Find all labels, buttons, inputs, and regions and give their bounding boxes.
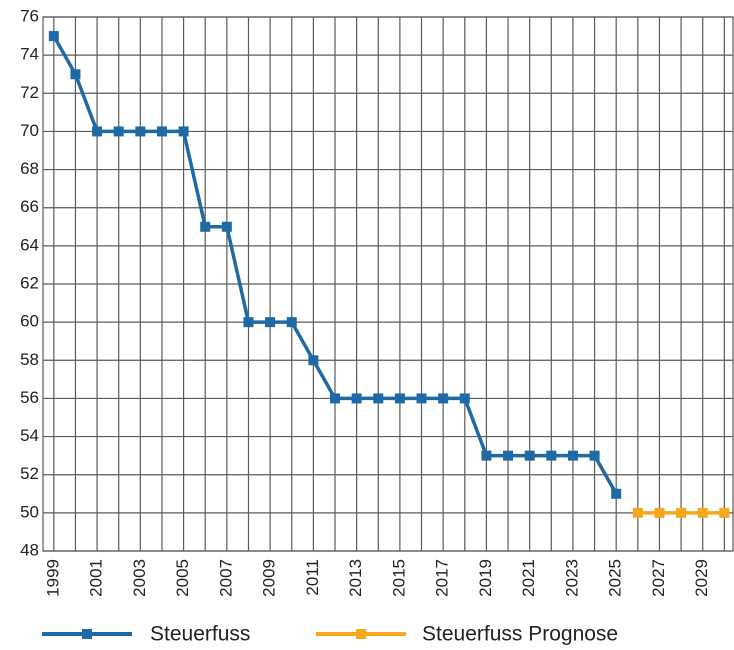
x-tick-label: 2001 [87, 559, 106, 597]
x-tick-label: 2007 [216, 559, 235, 597]
y-tick-label: 56 [20, 388, 39, 407]
point-marker [676, 507, 687, 518]
point-marker [611, 488, 622, 499]
point-marker [481, 450, 492, 461]
legend-marker [356, 629, 366, 639]
point-marker [654, 507, 665, 518]
point-marker [438, 393, 449, 404]
y-tick-label: 70 [20, 121, 39, 140]
y-tick-label: 74 [20, 45, 39, 64]
x-tick-label: 2019 [476, 559, 495, 597]
point-marker [373, 393, 384, 404]
point-marker [286, 317, 297, 328]
point-marker [351, 393, 362, 404]
point-marker [632, 507, 643, 518]
x-tick-label: 2025 [606, 559, 625, 597]
point-marker [48, 31, 59, 42]
x-tick-label: 2021 [519, 559, 538, 597]
point-marker [265, 317, 276, 328]
point-marker [589, 450, 600, 461]
point-marker [503, 450, 514, 461]
point-marker [200, 221, 211, 232]
y-tick-label: 60 [20, 312, 39, 331]
plot-frame [42, 16, 734, 552]
point-marker [546, 450, 557, 461]
y-tick-label: 54 [20, 426, 39, 445]
legend-marker [82, 629, 92, 639]
y-tick-label: 48 [20, 540, 39, 559]
y-tick-label: 66 [20, 197, 39, 216]
y-tick-label: 76 [20, 6, 39, 25]
point-marker [394, 393, 405, 404]
legend: Steuerfuss Steuerfuss Prognose [42, 623, 618, 646]
point-marker [524, 450, 535, 461]
y-tick-label: 58 [20, 350, 39, 369]
point-marker [92, 126, 103, 137]
point-marker [221, 221, 232, 232]
y-tick-label: 64 [20, 235, 39, 254]
y-tick-label: 62 [20, 273, 39, 292]
legend-label: Steuerfuss [150, 623, 250, 646]
x-tick-label: 2011 [303, 559, 322, 596]
x-tick-label: 2013 [346, 559, 365, 597]
point-marker [70, 69, 81, 80]
point-marker [178, 126, 189, 137]
point-marker [156, 126, 167, 137]
point-marker [697, 507, 708, 518]
point-marker [567, 450, 578, 461]
x-tick-label: 2029 [692, 559, 711, 597]
point-marker [416, 393, 427, 404]
point-marker [113, 126, 124, 137]
x-tick-label: 2027 [649, 559, 668, 597]
x-tick-label: 2015 [389, 559, 408, 597]
y-tick-label: 50 [20, 502, 39, 521]
y-tick-label: 68 [20, 159, 39, 178]
y-tick-label: 72 [20, 83, 39, 102]
point-marker [243, 317, 254, 328]
point-marker [135, 126, 146, 137]
point-marker [330, 393, 341, 404]
x-tick-label: 2005 [173, 559, 192, 597]
point-marker [459, 393, 470, 404]
x-tick-label: 2009 [260, 559, 279, 597]
point-marker [308, 355, 319, 366]
legend-label: Steuerfuss Prognose [422, 623, 618, 646]
x-tick-label: 2023 [562, 559, 581, 597]
x-tick-label: 2003 [130, 559, 149, 597]
x-tick-label: 2017 [433, 559, 452, 597]
y-tick-label: 52 [20, 464, 39, 483]
x-tick-label: 1999 [43, 559, 62, 597]
point-marker [719, 507, 730, 518]
